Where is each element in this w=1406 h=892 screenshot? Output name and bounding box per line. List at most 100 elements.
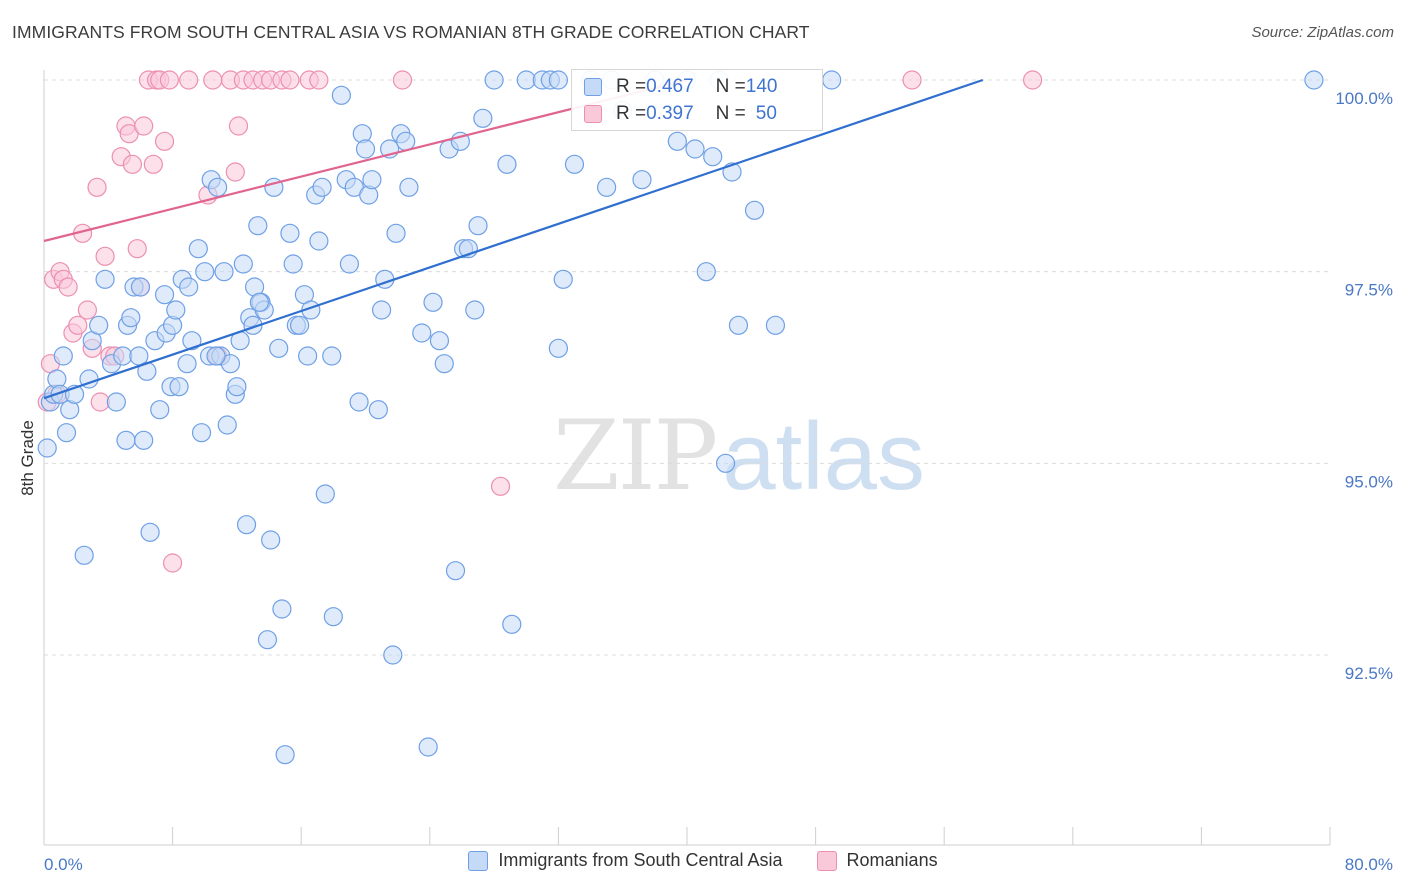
y-tick-label: 95.0% (1345, 472, 1393, 491)
y-tick-label: 92.5% (1345, 664, 1393, 683)
immigrants-point (166, 300, 186, 320)
immigrants-point (179, 277, 199, 297)
stats-swatch-immigrants (584, 78, 602, 96)
romanians-point (179, 70, 199, 90)
immigrants-point (331, 85, 351, 105)
immigrants-point (182, 331, 202, 351)
legend-item-romanians[interactable]: Romanians (816, 850, 938, 871)
immigrants-point (315, 484, 335, 504)
axis-labels: 92.5% 95.0% 97.5% 100.0% 0.0% 80.0% 8th Grade (18, 89, 1393, 874)
immigrants-point (206, 346, 226, 366)
romanians-point (203, 70, 223, 90)
immigrants-point (121, 308, 141, 328)
immigrants-point (339, 254, 360, 274)
immigrants-trend-line (43, 78, 984, 400)
immigrants-point (1304, 70, 1324, 90)
immigrants-point (154, 285, 175, 305)
immigrants-point (249, 292, 270, 312)
romanians-point (159, 70, 179, 90)
immigrants-point (227, 377, 247, 397)
y-tick-label: 97.5% (1345, 281, 1393, 300)
immigrants-point (597, 177, 617, 197)
stats-r-label: R = (616, 103, 647, 124)
romanians-point (902, 70, 922, 90)
immigrants-point (322, 346, 342, 366)
watermark-zip: ZIP (553, 400, 718, 512)
romanians-point (309, 70, 329, 90)
immigrants-point (548, 70, 569, 90)
romanians-point (490, 476, 511, 496)
immigrants-point (312, 177, 332, 197)
immigrants-point (355, 139, 376, 159)
immigrants-point (473, 108, 493, 128)
stats-n-label: N = (715, 76, 746, 97)
immigrants-point (696, 262, 716, 282)
romanians-point (127, 239, 147, 259)
immigrants-point (257, 630, 278, 650)
immigrants-point (715, 453, 736, 473)
immigrants-point (412, 323, 432, 343)
immigrants-point (362, 170, 382, 190)
stats-n-value: 50 (755, 103, 777, 124)
immigrants-point (248, 216, 268, 236)
stats-r-value: 0.397 (646, 103, 694, 124)
legend-item-immigrants[interactable]: Immigrants from South Central Asia (468, 850, 783, 871)
immigrants-point (169, 377, 189, 397)
y-tick-label: 100.0% (1335, 89, 1393, 108)
immigrants-point (564, 154, 585, 174)
axes (43, 70, 1331, 846)
immigrants-point (309, 231, 329, 251)
romanians-points (37, 70, 1043, 573)
immigrants-point (685, 139, 705, 159)
stats-r-value: 0.467 (646, 76, 694, 97)
immigrants-point (134, 430, 154, 450)
romanians-point (68, 315, 88, 335)
legend-swatch-immigrants (468, 850, 489, 871)
romanians-point (90, 392, 110, 412)
immigrants-point (703, 147, 723, 167)
immigrants-point (289, 315, 310, 335)
stats-n-value: 140 (745, 76, 778, 97)
immigrants-point (632, 170, 652, 190)
chart-title: IMMIGRANTS FROM SOUTH CENTRAL ASIA VS RO… (12, 22, 810, 42)
immigrants-point (418, 737, 438, 757)
immigrants-point (386, 223, 406, 243)
romanians-point (154, 131, 175, 151)
immigrants-point (74, 545, 94, 565)
romanians-point (87, 177, 107, 197)
immigrants-point (553, 269, 573, 289)
x-tick-label-max: 80.0% (1345, 855, 1393, 874)
immigrants-point (272, 599, 292, 619)
immigrants-point (429, 331, 450, 351)
immigrants-point (177, 354, 197, 374)
immigrants-point (502, 614, 522, 634)
chart-legend: Immigrants from South Central Asia Roman… (0, 850, 1406, 871)
immigrants-point (383, 645, 403, 665)
immigrants-point (106, 392, 126, 412)
immigrants-point (368, 400, 388, 420)
immigrants-point (822, 70, 842, 90)
romanians-point (392, 70, 413, 90)
immigrants-point (261, 530, 281, 550)
romanians-point (228, 116, 249, 136)
immigrants-point (56, 423, 77, 443)
immigrants-point (188, 239, 208, 259)
immigrants-point (191, 423, 212, 443)
trend-lines (43, 78, 984, 400)
immigrants-point (396, 131, 416, 151)
immigrants-point (399, 177, 419, 197)
immigrants-point (116, 430, 136, 450)
immigrants-point (434, 354, 454, 374)
y-axis-title: 8th Grade (18, 420, 37, 496)
stats-n-label: N = (715, 103, 746, 124)
immigrants-point (323, 607, 343, 627)
immigrants-point (236, 515, 257, 535)
immigrants-point (280, 223, 300, 243)
stats-row-romanians: R = 0.397 N = 50 (584, 101, 777, 127)
immigrants-point (423, 292, 443, 312)
immigrants-point (53, 346, 73, 366)
source-attribution: Source: ZipAtlas.com (1251, 24, 1394, 41)
romanians-point (143, 154, 163, 174)
immigrants-point (233, 254, 253, 274)
romanians-point (95, 246, 115, 266)
